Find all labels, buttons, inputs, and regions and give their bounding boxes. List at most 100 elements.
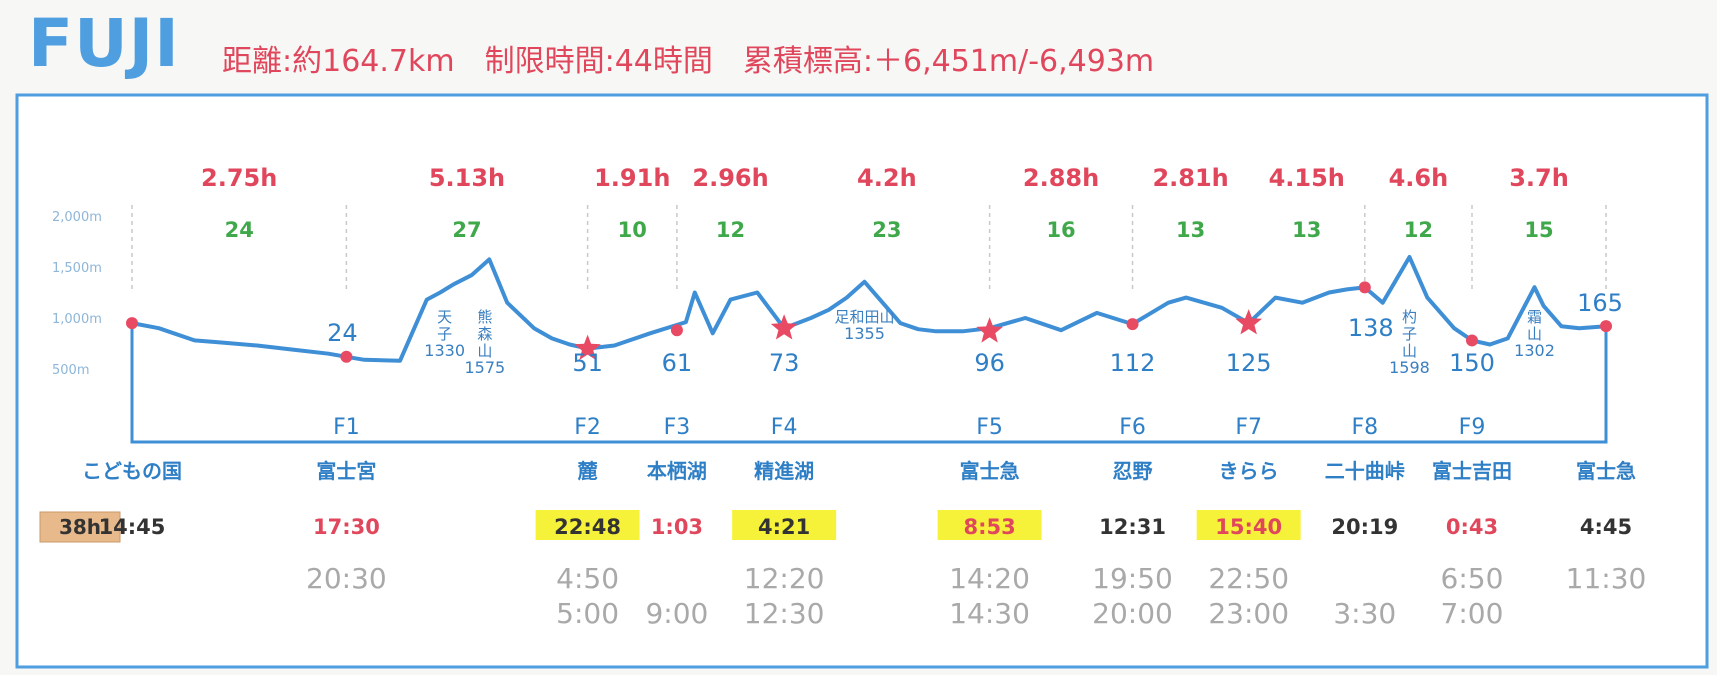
segment-hours: 3.7h <box>1509 164 1569 192</box>
checkpoint-km: 96 <box>974 349 1005 377</box>
planned-time: 15:40 <box>1215 515 1282 539</box>
checkpoint-km: 150 <box>1449 349 1495 377</box>
time-limit-stat: 制限時間:44時間 <box>484 44 713 79</box>
segment-hours: 4.15h <box>1269 164 1345 192</box>
checkpoint-km: 112 <box>1110 349 1156 377</box>
cutoff-time: 22:50 <box>1208 562 1289 595</box>
peak-label: 1575 <box>465 358 506 377</box>
checkpoint-dot <box>126 317 138 330</box>
time-highlight <box>937 510 1042 540</box>
station-name: 富士急 <box>960 459 1020 483</box>
station-name: 富士宮 <box>316 459 376 483</box>
checkpoint-id: F2 <box>574 415 601 440</box>
plan-badge-label: 38h <box>59 515 101 539</box>
segment-distance: 13 <box>1176 218 1205 242</box>
segment-hours: 4.2h <box>857 164 917 192</box>
checkpoint-id: F7 <box>1235 415 1262 440</box>
station-name: 麓 <box>578 459 599 483</box>
segment-hours: 2.81h <box>1152 164 1228 192</box>
y-tick-label: 1,000m <box>52 312 102 327</box>
cutoff-time: 6:50 <box>1441 562 1504 595</box>
checkpoint-dot <box>670 324 683 337</box>
checkpoint-km: 138 <box>1348 314 1394 342</box>
checkpoint-dot <box>1126 318 1139 331</box>
planned-time: 22:48 <box>554 515 621 539</box>
segment-hours: 1.91h <box>594 164 670 192</box>
checkpoint-id: F4 <box>771 415 798 440</box>
cutoff-time: 11:30 <box>1566 562 1647 595</box>
peak-label: 山 <box>1527 325 1542 343</box>
cutoff-time: 20:30 <box>306 562 387 595</box>
station-name: きらら <box>1219 459 1279 483</box>
plan-badge <box>39 511 121 543</box>
time-highlight <box>1196 510 1301 540</box>
fuji-logo: FUJI <box>28 5 180 82</box>
segment-distance: 12 <box>1404 218 1433 242</box>
aid-station-star <box>574 334 601 360</box>
station-name: こどもの国 <box>82 459 182 483</box>
cutoff-time: 12:30 <box>744 597 825 630</box>
checkpoint-km: 165 <box>1577 289 1623 317</box>
cutoff-time: 14:30 <box>949 597 1030 630</box>
cutoff-time: 23:00 <box>1208 597 1289 630</box>
cutoff-time: 20:00 <box>1092 597 1173 630</box>
y-tick-label: 2,000m <box>52 210 102 225</box>
peak-label: 森 <box>477 325 492 343</box>
peak-label: 山 <box>1402 342 1417 360</box>
peak-label: 子 <box>1402 325 1417 343</box>
checkpoint-dot <box>1600 320 1612 333</box>
aid-station-star <box>976 317 1003 343</box>
cutoff-time: 12:20 <box>744 562 825 595</box>
peak-label: 天 <box>437 308 452 326</box>
checkpoint-km: 24 <box>327 319 358 347</box>
peak-label: 1302 <box>1514 341 1555 360</box>
peak-label: 足和田山 <box>835 308 895 326</box>
planned-time: 12:31 <box>1099 515 1166 539</box>
planned-time: 1:03 <box>651 515 703 539</box>
segment-hours: 2.96h <box>692 164 768 192</box>
segment-hours: 5.13h <box>429 164 505 192</box>
segment-hours: 2.88h <box>1023 164 1099 192</box>
station-name: 二十曲峠 <box>1325 459 1405 483</box>
race-stats: 距離:約164.7km 制限時間:44時間 累積標高:＋6,451m/-6,493m <box>222 42 1154 82</box>
checkpoint-id: F1 <box>333 415 360 440</box>
cutoff-time: 5:00 <box>556 597 619 630</box>
elevation-line <box>131 255 1607 363</box>
peak-label: 1598 <box>1389 358 1430 377</box>
checkpoint-id: F5 <box>976 415 1003 440</box>
station-name: 富士吉田 <box>1432 459 1512 483</box>
checkpoint-km: 61 <box>662 349 693 377</box>
segment-distance: 10 <box>618 218 647 242</box>
checkpoint-id: F6 <box>1119 415 1146 440</box>
checkpoint-dot <box>1358 281 1371 294</box>
segment-hours: 4.6h <box>1389 164 1449 192</box>
station-name: 本栖湖 <box>647 459 707 483</box>
segment-distance: 16 <box>1046 218 1075 242</box>
profile-base <box>130 323 1608 444</box>
station-name: 精進湖 <box>754 459 814 483</box>
peak-label: 熊 <box>477 308 492 326</box>
station-name: 富士急 <box>1576 459 1636 483</box>
checkpoint-id: F3 <box>664 415 691 440</box>
peak-label: 杓 <box>1402 308 1417 326</box>
segment-distance: 23 <box>872 218 901 242</box>
segment-distance: 15 <box>1524 218 1553 242</box>
checkpoint-dot <box>1466 334 1478 347</box>
peak-label: 1355 <box>844 324 885 343</box>
y-tick-label: 1,500m <box>52 261 102 276</box>
aid-station-star <box>770 314 798 340</box>
peak-label: 霜 <box>1527 308 1542 326</box>
planned-time: 4:21 <box>758 515 810 539</box>
elevation-stat: 累積標高:＋6,451m/-6,493m <box>742 44 1155 79</box>
header: FUJI 距離:約164.7km 制限時間:44時間 累積標高:＋6,451m/-6… <box>0 0 1717 90</box>
cutoff-time: 7:00 <box>1441 597 1504 630</box>
peak-label: 子 <box>437 325 452 343</box>
planned-time: 17:30 <box>313 515 380 539</box>
planned-time: 20:19 <box>1331 515 1398 539</box>
y-tick-label: 500m <box>52 363 89 378</box>
checkpoint-km: 73 <box>769 349 800 377</box>
checkpoint-km: 51 <box>572 349 603 377</box>
cutoff-time: 19:50 <box>1092 562 1173 595</box>
checkpoint-dot <box>340 350 353 363</box>
